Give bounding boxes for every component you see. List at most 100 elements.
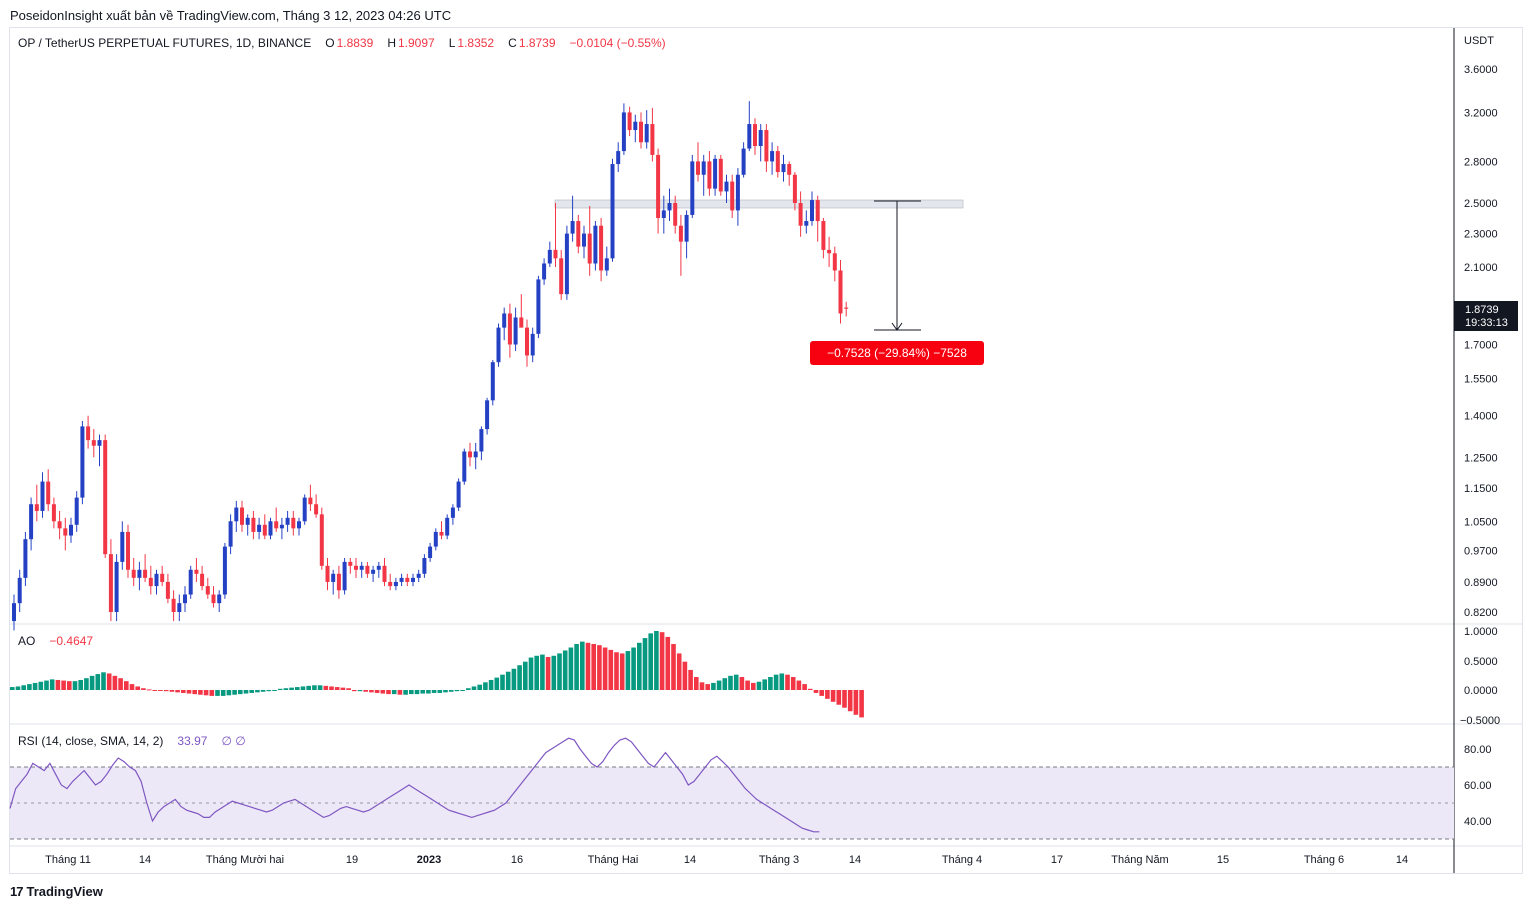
ao-bar [49, 679, 55, 690]
ao-bar [38, 681, 44, 690]
ao-bar [255, 690, 260, 693]
time-label: 15 [1217, 854, 1229, 866]
ao-bar [460, 690, 465, 691]
candle [433, 528, 438, 551]
ao-bar [78, 679, 83, 690]
candle [302, 494, 307, 525]
candle [821, 217, 826, 259]
ao-bar [369, 690, 374, 693]
price-axis-ticks: 3.6000 3.2000 2.8000 2.5000 2.3000 2.1000 1.70… [1464, 64, 1498, 619]
ao-bar [129, 684, 135, 690]
high-label: H [387, 36, 396, 50]
symbol-name[interactable]: OP / TetherUS PERPETUAL FUTURES, 1D, BIN… [18, 36, 312, 50]
ao-bar [243, 690, 249, 694]
ao-bar [391, 690, 397, 695]
candle [479, 426, 484, 461]
rsi-line [9, 737, 820, 833]
candle [696, 142, 700, 182]
ao-bar [431, 690, 437, 693]
ao-bar [414, 690, 420, 695]
candle [371, 565, 376, 582]
candle [91, 429, 96, 458]
time-label: 14 [139, 854, 151, 866]
ao-bar [619, 653, 625, 690]
rsi-name[interactable]: RSI (14, close, SMA, 14, 2) [18, 734, 164, 748]
ao-bar [580, 641, 585, 690]
tradingview-brand: TradingView [26, 884, 103, 899]
candle [177, 594, 182, 622]
time-label: 19 [346, 854, 358, 866]
candle [815, 195, 820, 242]
candle [473, 442, 478, 470]
candle [40, 472, 45, 518]
ao-bar [688, 669, 693, 690]
ao-bar [511, 668, 517, 690]
candle [262, 514, 267, 540]
candle [758, 124, 763, 162]
candle [599, 217, 604, 282]
ao-bar [466, 688, 471, 690]
ao-bar [483, 682, 488, 690]
candle [165, 573, 170, 604]
ao-bar [135, 686, 140, 690]
ao-bar [830, 690, 836, 702]
ao-bar [853, 690, 859, 715]
ao-bar [403, 690, 408, 695]
candle [547, 241, 552, 267]
candle [701, 154, 706, 196]
ao-bar [477, 684, 482, 690]
ao-name[interactable]: AO [18, 634, 36, 648]
candle [416, 569, 421, 582]
ao-bar [545, 656, 551, 690]
ao-bar [540, 654, 545, 690]
candle [297, 517, 301, 536]
candle [268, 517, 273, 540]
candle [587, 205, 592, 276]
ao-bar [175, 690, 180, 693]
ao-bar [631, 647, 636, 690]
candle [114, 554, 119, 622]
measure-arrowhead [891, 322, 903, 331]
time-label: 17 [1051, 854, 1063, 866]
candle [787, 161, 792, 186]
candle [798, 191, 803, 237]
time-label: Tháng 6 [1304, 854, 1344, 866]
time-label: Tháng Hai [588, 854, 639, 866]
price-legend: OP / TetherUS PERPETUAL FUTURES, 1D, BIN… [18, 36, 668, 50]
candle [810, 191, 814, 226]
candle [308, 484, 313, 511]
candle [456, 478, 461, 511]
rsi-axis-tick: 80.00 [1464, 744, 1492, 756]
ao-bar [44, 680, 49, 690]
ao-bar [568, 647, 574, 690]
rsi-extra: ∅ ∅ [221, 734, 246, 748]
candle [336, 565, 341, 599]
ao-bar [95, 674, 101, 690]
high-value: 1.9097 [397, 36, 435, 50]
ao-bar [808, 688, 813, 690]
ao-bar [232, 690, 237, 695]
ao-bar [671, 643, 676, 690]
price-axis-tick: 0.8200 [1464, 607, 1498, 619]
candle [240, 500, 244, 532]
candle [667, 188, 672, 222]
ao-bar [802, 684, 807, 690]
ao-bar [198, 690, 203, 695]
candle [519, 294, 524, 328]
ao-bar [112, 675, 118, 690]
rsi-legend: RSI (14, close, SMA, 14, 2) 33.97 ∅ ∅ [18, 734, 248, 748]
ao-bar [625, 651, 631, 690]
tradingview-logo[interactable]: 17 TradingView [10, 884, 103, 899]
candles-group [12, 101, 849, 631]
candle [154, 569, 159, 595]
candle [747, 101, 752, 152]
price-axis-tick: 2.1000 [1464, 262, 1498, 274]
ao-bar [27, 684, 32, 690]
ao-bar [694, 677, 699, 690]
candle [559, 249, 564, 300]
candle [325, 558, 330, 591]
last-price-value: 1.8739 [1465, 304, 1499, 316]
rsi-axis-tick: 60.00 [1464, 780, 1492, 792]
ao-bar [676, 653, 682, 690]
